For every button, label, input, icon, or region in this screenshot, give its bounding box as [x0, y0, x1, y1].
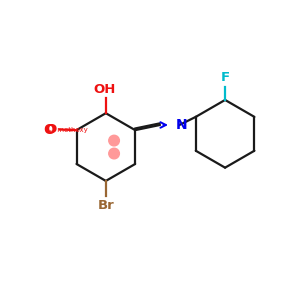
Text: Br: Br [98, 199, 114, 212]
Text: OH: OH [93, 82, 116, 95]
Text: N: N [175, 118, 187, 132]
Text: F: F [220, 71, 230, 84]
Text: methoxy: methoxy [55, 127, 88, 133]
Text: O: O [45, 123, 56, 136]
Text: O: O [44, 122, 55, 136]
Text: O
methoxy: O methoxy [50, 128, 56, 131]
Circle shape [109, 135, 119, 146]
Circle shape [109, 148, 119, 159]
